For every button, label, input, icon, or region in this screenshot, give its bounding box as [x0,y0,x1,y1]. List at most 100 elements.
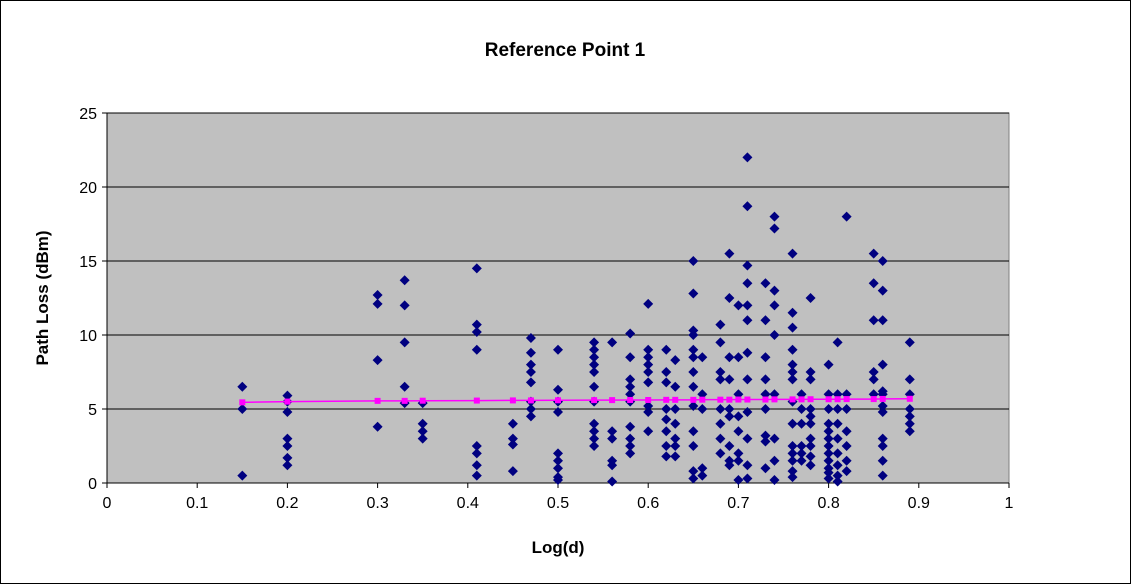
data-point [589,344,600,355]
data-point [670,355,681,366]
data-point [742,278,753,289]
data-point [625,328,636,339]
data-point [868,374,879,385]
data-point [643,406,654,417]
x-tick-label: 0.3 [366,495,388,512]
trend-point [609,397,616,404]
data-point [742,473,753,484]
data-point [625,441,636,451]
data-point [787,322,798,333]
data-point [796,455,807,466]
data-point [760,315,771,326]
data-point [823,359,834,370]
trend-point [843,396,850,403]
data-point [823,433,834,444]
data-point [589,367,600,377]
data-point [525,332,536,343]
data-point [904,374,915,385]
data-point [787,367,798,377]
data-point [688,288,699,299]
data-point [868,248,879,259]
x-axis-title: Log(d) [532,538,585,557]
data-point [877,285,888,296]
data-point [471,319,482,330]
data-point [769,475,780,486]
trend-point [744,396,751,403]
data-point [625,448,636,459]
data-point [805,441,816,451]
data-point [471,448,482,459]
trend-point [735,396,742,403]
data-point [399,381,410,392]
trend-point [672,396,679,403]
data-point [688,401,699,412]
data-point [724,404,735,414]
trend-point [627,396,634,403]
data-point [715,448,726,459]
data-point [904,404,915,414]
trend-point [401,397,408,404]
data-point [787,466,798,477]
trend-point [509,397,516,404]
data-point [417,418,428,429]
x-tick-label: 0.6 [637,495,659,512]
data-point [769,433,780,444]
data-point [670,381,681,392]
data-point [742,460,753,471]
data-point [724,441,735,451]
data-point [877,406,888,417]
data-point [760,430,771,441]
data-point [688,381,699,392]
data-point [625,389,636,400]
data-point [724,374,735,385]
data-point [796,441,807,451]
y-tick-label: 10 [79,328,97,345]
data-point [553,475,563,486]
data-point [760,436,771,447]
chart-title: Reference Point 1 [485,40,646,61]
trend-point [239,399,246,406]
data-point [733,352,744,363]
data-point [805,374,816,385]
data-point [625,433,636,444]
trend-point [527,397,534,404]
data-point [625,421,636,432]
data-point [237,404,248,414]
data-point [688,426,699,437]
data-point [643,359,654,370]
data-point [904,418,915,429]
trend-point [879,395,886,402]
data-point [742,152,753,163]
data-point [471,263,482,274]
data-point [769,223,780,234]
trend-point [807,396,814,403]
data-point [471,470,482,481]
data-point [589,381,600,392]
data-point [525,404,536,414]
data-point [553,448,563,459]
data-point [553,344,563,355]
data-point [877,455,888,466]
data-point [643,377,654,388]
data-point [742,374,753,385]
data-point [877,386,888,397]
data-point [399,300,410,311]
data-point [805,404,816,414]
data-point [372,290,383,301]
x-tick-label: 0 [103,495,112,512]
data-point [760,404,771,414]
data-point [787,359,798,370]
data-point [832,460,843,471]
data-point [670,441,681,451]
data-point [661,441,672,451]
data-point [589,426,600,437]
data-point [282,433,293,444]
data-point [787,344,798,355]
plot-area [106,112,1010,484]
trend-point [419,397,426,404]
y-tick-label: 20 [79,180,97,197]
data-point [688,330,699,340]
data-point [237,381,248,392]
y-tick-label: 5 [88,402,97,419]
trend-point [870,396,877,403]
